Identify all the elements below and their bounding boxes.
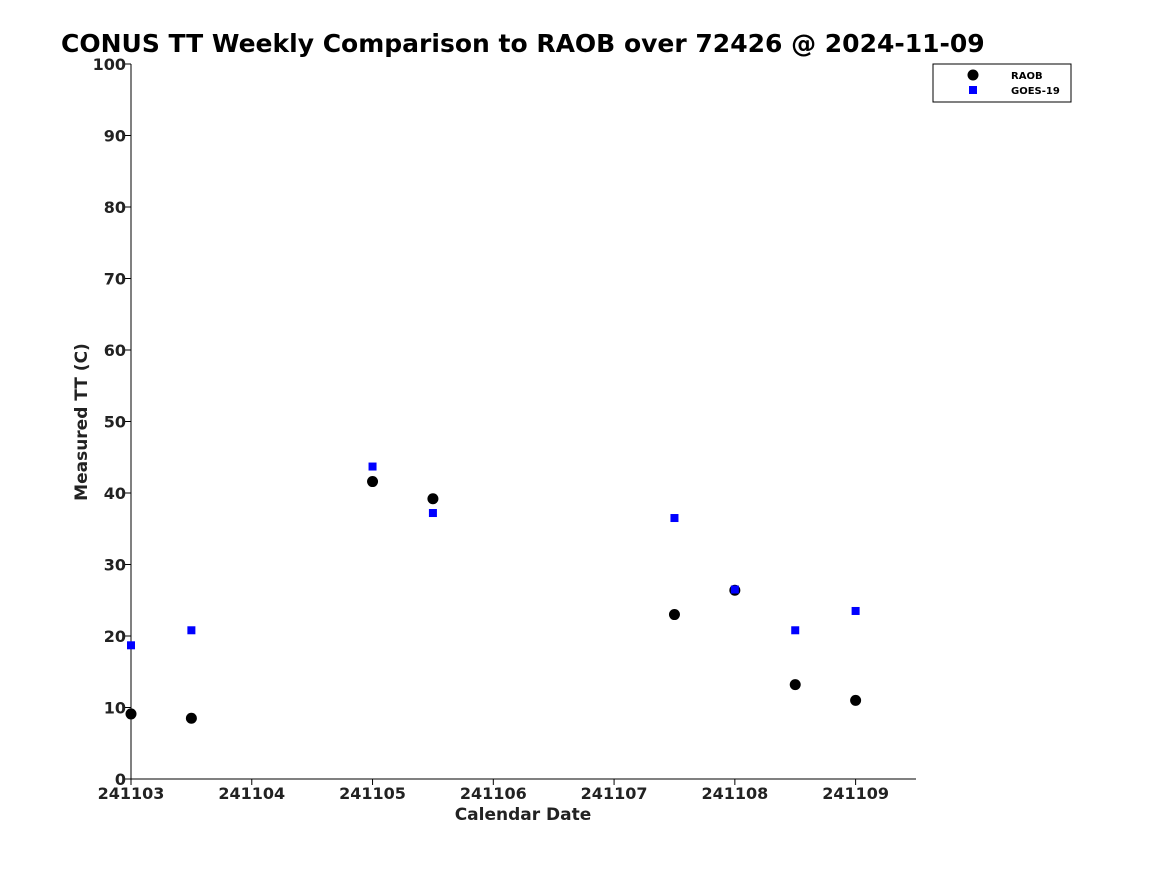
x-tick-label: 241106 <box>460 784 527 803</box>
legend-box <box>932 63 1072 103</box>
legend-marker-goes-19 <box>969 86 977 94</box>
point-raob <box>125 708 137 720</box>
y-tick-label: 100 <box>93 55 126 74</box>
x-tick-label: 241105 <box>339 784 406 803</box>
y-tick-label: 10 <box>104 699 126 718</box>
x-tick-label: 241103 <box>98 784 165 803</box>
point-goes-19 <box>187 626 196 635</box>
legend: RAOB GOES-19 <box>932 63 1072 103</box>
point-goes-19 <box>851 606 860 615</box>
point-goes-19 <box>368 462 377 471</box>
y-tick-label: 60 <box>104 341 126 360</box>
plot-axes <box>130 64 916 780</box>
x-ticks: 241103 241104 241105 241106 241107 241108 2411… <box>98 779 889 803</box>
x-tick-label: 241107 <box>581 784 648 803</box>
point-raob <box>185 712 197 724</box>
y-tick-label: 50 <box>104 413 126 432</box>
legend-label-goes-19: GOES-19 <box>1011 86 1060 97</box>
y-tick-label: 90 <box>104 127 126 146</box>
legend-marker-raob <box>967 69 979 81</box>
x-tick-label: 241104 <box>218 784 285 803</box>
y-tick-label: 20 <box>104 627 126 646</box>
data-points <box>125 462 862 724</box>
y-tick-label: 40 <box>104 484 126 503</box>
y-tick-label: 70 <box>104 270 126 289</box>
y-ticks: 0 10 20 30 40 50 60 70 80 90 100 <box>93 55 131 789</box>
y-axis-label: Measured TT (C) <box>72 343 92 501</box>
y-tick-label: 80 <box>104 198 126 217</box>
point-raob <box>427 493 439 505</box>
point-raob <box>367 476 379 488</box>
point-goes-19 <box>428 509 437 518</box>
y-tick-label: 0 <box>115 770 126 789</box>
chart-title: CONUS TT Weekly Comparison to RAOB over … <box>61 29 985 58</box>
legend-label-raob: RAOB <box>1011 71 1043 82</box>
point-raob <box>789 679 801 691</box>
point-raob <box>668 609 680 621</box>
point-goes-19 <box>670 514 679 523</box>
point-goes-19 <box>127 641 135 650</box>
y-tick-label: 30 <box>104 556 126 575</box>
point-goes-19 <box>791 626 800 635</box>
point-goes-19 <box>730 585 739 594</box>
x-axis-label: Calendar Date <box>455 805 592 825</box>
x-tick-label: 241108 <box>701 784 768 803</box>
x-tick-label: 241109 <box>822 784 889 803</box>
point-raob <box>850 694 862 706</box>
